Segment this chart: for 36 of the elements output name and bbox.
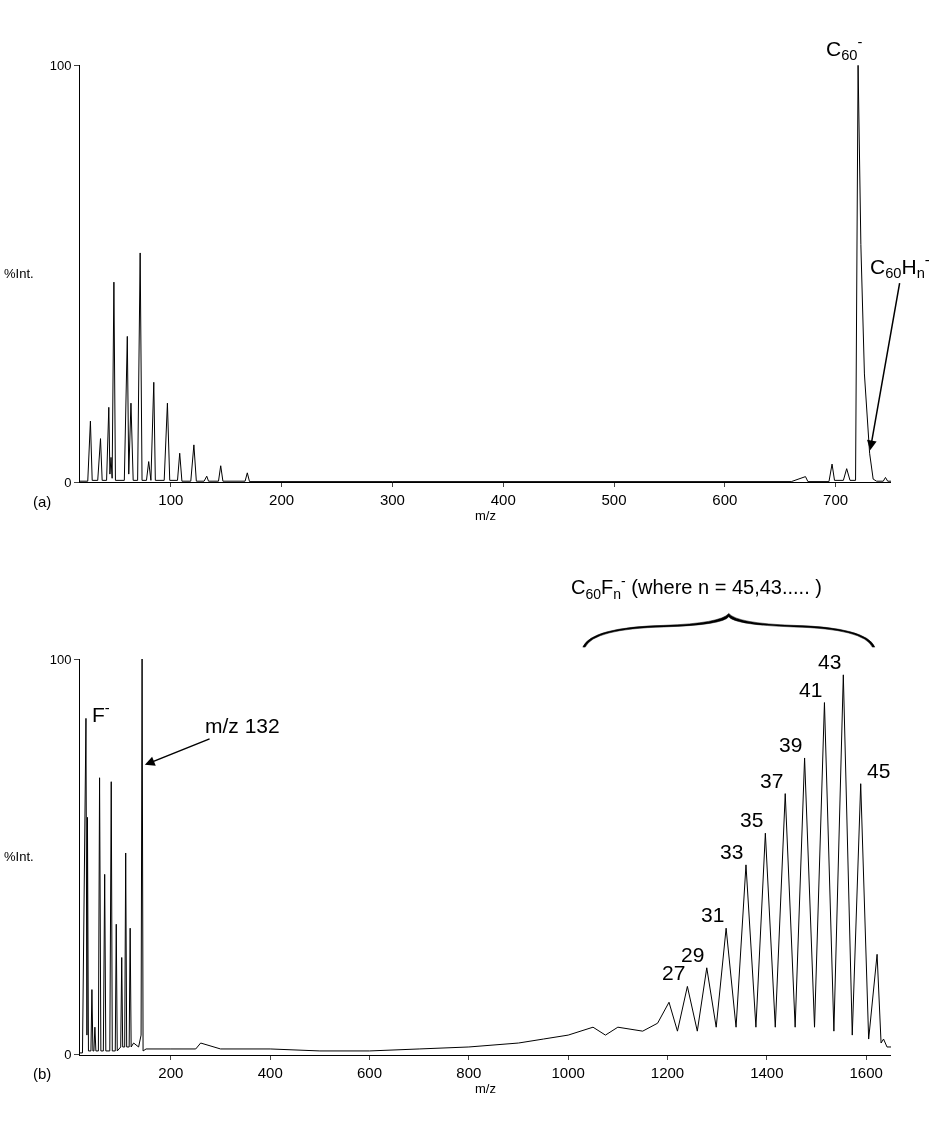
x-axis-title: m/z — [475, 508, 496, 524]
text: (b) — [33, 1065, 52, 1082]
x-tick-label: 600 — [712, 491, 738, 509]
x-tick-label: 800 — [456, 1063, 482, 1081]
annotation: m/z 132 — [205, 714, 280, 737]
x-tick-label: 600 — [357, 1063, 383, 1081]
text: (a) — [33, 493, 52, 510]
text: C$_{60}$F$_{n}$$^{-}$ (where n = 45,43..... ) — [571, 573, 822, 602]
annotation: 37 — [760, 769, 784, 792]
x-tick-label: 1200 — [650, 1063, 685, 1081]
annotation: 43 — [818, 650, 842, 673]
annotation: 35 — [740, 808, 764, 831]
x-tick-label: 200 — [158, 1063, 184, 1081]
x-tick-label: 500 — [601, 491, 627, 509]
x-tick-label: 400 — [257, 1063, 283, 1081]
x-tick-label: 400 — [490, 491, 516, 509]
x-tick-label: 200 — [269, 491, 295, 509]
annotation: 33 — [720, 840, 744, 863]
x-axis-title: m/z — [475, 1080, 496, 1096]
annotation: 45 — [867, 759, 891, 782]
annotation: 39 — [779, 733, 803, 756]
x-tick-label: 700 — [823, 491, 849, 509]
annotation: 41 — [799, 678, 823, 701]
x-tick-label: 1400 — [750, 1063, 784, 1081]
x-tick-label: 1600 — [849, 1063, 883, 1081]
y-tick-label: 0 — [64, 1047, 72, 1063]
annotation: 31 — [701, 903, 725, 926]
y-axis-title: %Int. — [4, 266, 34, 281]
y-tick-label: 100 — [49, 57, 72, 73]
y-tick-label: 0 — [64, 475, 72, 490]
y-axis-title: %Int. — [4, 849, 34, 864]
x-tick-label: 300 — [379, 491, 405, 509]
x-tick-label: 100 — [158, 491, 184, 509]
x-tick-label: 1000 — [551, 1063, 585, 1081]
annotation: F$^{-}$ — [92, 700, 110, 726]
y-tick-label: 100 — [49, 651, 72, 667]
